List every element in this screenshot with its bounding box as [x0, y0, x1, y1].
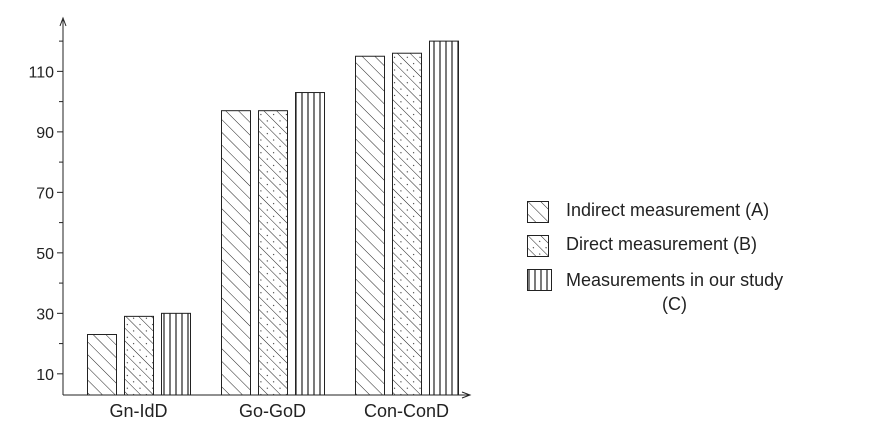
y-tick-label: 110	[28, 64, 54, 81]
bar	[87, 334, 117, 396]
bar	[124, 315, 154, 396]
legend-swatch-indirect	[527, 201, 549, 223]
x-axis-arrow	[461, 391, 472, 399]
bar	[161, 312, 191, 396]
legend: Indirect measurement (A) Direct measurem…	[527, 198, 857, 326]
y-tick-label: 10	[36, 367, 54, 384]
legend-label-our-study: Measurements in our study (C)	[566, 268, 783, 316]
x-category-label: Go-GoD	[239, 401, 306, 421]
bars	[87, 40, 459, 396]
bar	[355, 55, 385, 396]
legend-label-direct: Direct measurement (B)	[566, 234, 758, 254]
legend-item-direct: Direct measurement (B)	[527, 232, 857, 257]
legend-swatch-our-study	[527, 269, 552, 291]
bar	[221, 110, 251, 396]
y-axis-arrow	[59, 16, 67, 27]
bar	[258, 110, 288, 396]
legend-item-our-study: Measurements in our study (C)	[527, 266, 857, 316]
bar	[295, 92, 325, 396]
y-ticks: 10 30 50 70 90 110	[28, 40, 63, 384]
y-tick-label: 30	[36, 306, 54, 323]
x-category-label: Gn-IdD	[109, 401, 167, 421]
legend-item-indirect: Indirect measurement (A)	[527, 198, 857, 223]
legend-swatch-direct	[527, 235, 549, 257]
legend-label-our-study-line2: (C)	[662, 294, 688, 314]
y-tick-label: 90	[36, 125, 54, 142]
x-category-labels: Gn-IdD Go-GoD Con-ConD	[109, 401, 449, 421]
legend-label-indirect: Indirect measurement (A)	[566, 200, 770, 220]
x-category-label: Con-ConD	[364, 401, 449, 421]
bar	[392, 52, 422, 396]
bar	[429, 40, 459, 396]
y-tick-label: 50	[36, 246, 54, 263]
legend-label-our-study-line1: Measurements in our study	[566, 270, 784, 290]
y-tick-label: 70	[36, 185, 54, 202]
